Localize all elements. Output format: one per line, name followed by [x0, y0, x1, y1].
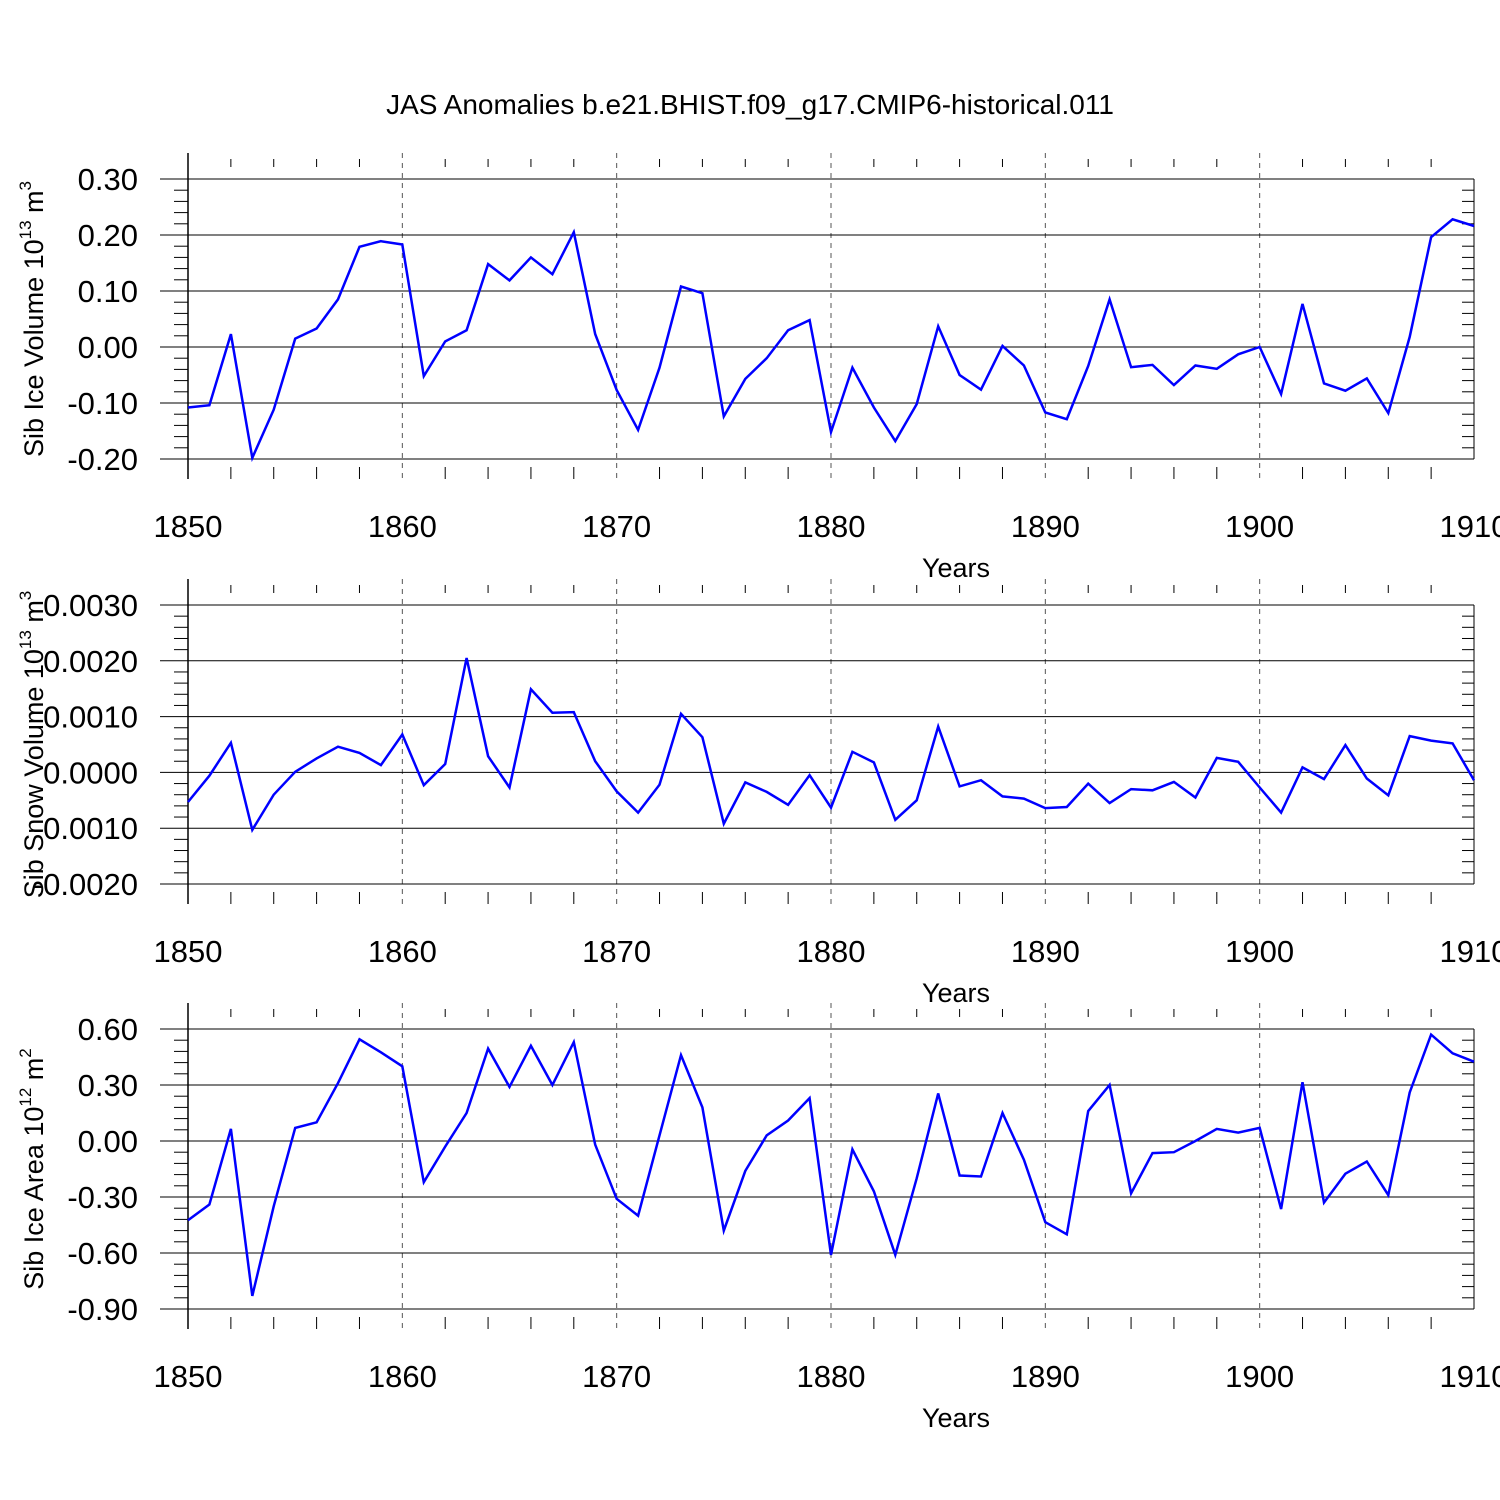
x-tick-label: 1890 — [1011, 509, 1080, 544]
y-tick-label: 0.30 — [78, 1068, 138, 1103]
x-tick-label: 1900 — [1225, 1359, 1294, 1394]
x-tick-label: 1870 — [582, 1359, 651, 1394]
x-tick-label: 1860 — [368, 509, 437, 544]
x-tick-label: 1860 — [368, 934, 437, 969]
x-tick-label: 1910 — [1440, 934, 1500, 969]
panel-2: -0.0020 -0.0010 0.0000 0.0010 0.0020 0.0030 18… — [16, 579, 1500, 1008]
y-tick-label: -0.0010 — [33, 811, 138, 846]
y-axis-label: Sib Snow Volume 1013 m3 — [16, 591, 49, 899]
y-tick-label: 0.0020 — [43, 644, 138, 679]
x-tick-label: 1900 — [1225, 509, 1294, 544]
y-tick-label: -0.60 — [67, 1236, 138, 1271]
y-tick-label: 0.60 — [78, 1012, 138, 1047]
x-tick-label: 1880 — [797, 509, 866, 544]
x-tick-label: 1870 — [582, 934, 651, 969]
y-tick-label: 0.30 — [78, 162, 138, 197]
y-tick-label: 0.0000 — [43, 755, 138, 790]
series-line — [187, 217, 1475, 463]
panel-1: -0.20 -0.10 0.00 0.10 0.20 0.30 1850 1860 1870 18… — [16, 153, 1500, 583]
y-tick-label: -0.30 — [67, 1180, 138, 1215]
panel-3: -0.90 -0.60 -0.30 0.00 0.30 0.60 1850 1860 1870 1… — [16, 1003, 1500, 1433]
y-tick-label: 0.10 — [78, 274, 138, 309]
x-tick-label: 1850 — [154, 1359, 223, 1394]
x-tick-label: 1910 — [1440, 1359, 1500, 1394]
x-tick-label: 1890 — [1011, 1359, 1080, 1394]
x-tick-label: 1850 — [154, 934, 223, 969]
x-tick-label: 1880 — [797, 934, 866, 969]
x-tick-label: 1910 — [1440, 509, 1500, 544]
x-tick-label: 1870 — [582, 509, 651, 544]
y-tick-label: 0.0010 — [43, 700, 138, 735]
y-tick-label: -0.20 — [67, 442, 138, 477]
x-tick-label: 1880 — [797, 1359, 866, 1394]
figure-title: JAS Anomalies b.e21.BHIST.f09_g17.CMIP6-… — [386, 89, 1114, 120]
y-tick-label: 0.00 — [78, 330, 138, 365]
y-tick-label: -0.10 — [67, 386, 138, 421]
x-tick-label: 1890 — [1011, 934, 1080, 969]
series-line — [187, 657, 1476, 834]
y-axis-label: Sib Ice Volume 1013 m3 — [16, 181, 49, 457]
y-axis-label: Sib Ice Area 1012 m2 — [16, 1048, 49, 1290]
x-axis-label: Years — [922, 978, 990, 1008]
y-tick-label: -0.90 — [67, 1292, 138, 1327]
series-line — [187, 1032, 1475, 1297]
y-tick-label: 0.20 — [78, 218, 138, 253]
x-tick-label: 1850 — [154, 509, 223, 544]
y-tick-label: 0.00 — [78, 1124, 138, 1159]
x-axis-label: Years — [922, 1403, 990, 1433]
x-tick-label: 1860 — [368, 1359, 437, 1394]
x-axis-label: Years — [922, 553, 990, 583]
y-tick-label: 0.0030 — [43, 588, 138, 623]
x-tick-label: 1900 — [1225, 934, 1294, 969]
y-tick-label: -0.0020 — [33, 867, 138, 902]
